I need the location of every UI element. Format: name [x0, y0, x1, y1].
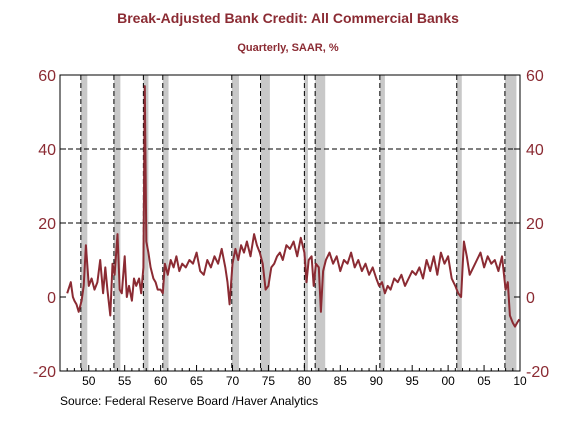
recession-band-5	[260, 75, 270, 371]
x-tick-label-55: 55	[118, 374, 132, 388]
x-tick-label-90: 90	[370, 374, 384, 388]
x-tick-label-00: 00	[441, 374, 455, 388]
recession-band-6	[304, 75, 308, 371]
recession-band-9	[456, 75, 462, 371]
y-tick-label-right-20: 20	[526, 216, 544, 233]
series-line-bank-credit	[66, 85, 521, 328]
x-tick-label-95: 95	[406, 374, 420, 388]
y-tick-label-left-40: 40	[38, 142, 56, 159]
x-tick-label-60: 60	[154, 374, 168, 388]
x-tick-label-50: 50	[82, 374, 96, 388]
y-axis-ticks: -20 0 20 40 60 -20 0 20 40 60	[33, 68, 549, 381]
y-tick-label-left-0: 0	[47, 290, 56, 307]
x-tick-label-75: 75	[262, 374, 276, 388]
y-tick-label-left-20: 20	[38, 216, 56, 233]
y-tick-label-right-40: 40	[526, 142, 544, 159]
chart-title: Break-Adjusted Bank Credit: All Commerci…	[117, 10, 459, 26]
x-tick-label-05: 05	[477, 374, 491, 388]
y-tick-label-right-60: 60	[526, 68, 544, 85]
x-tick-label-65: 65	[190, 374, 204, 388]
y-tick-label-right-0: 0	[526, 290, 535, 307]
recession-band-4	[231, 75, 239, 371]
horizontal-gridlines	[60, 148, 520, 224]
x-tick-label-80: 80	[298, 374, 312, 388]
y-tick-label-left-60: 60	[38, 68, 56, 85]
x-tick-label-70: 70	[226, 374, 240, 388]
y-tick-label-left--20: -20	[33, 364, 56, 381]
chart-subtitle: Quarterly, SAAR, %	[237, 42, 338, 54]
x-axis-ticks: 50 55 60 65 70 75 80 85 90 95 00 05 10	[59, 365, 527, 388]
x-tick-label-10: 10	[513, 374, 527, 388]
y-tick-label-right--20: -20	[526, 364, 549, 381]
source-note: Source: Federal Reserve Board /Haver Ana…	[60, 394, 318, 408]
x-tick-label-85: 85	[334, 374, 348, 388]
